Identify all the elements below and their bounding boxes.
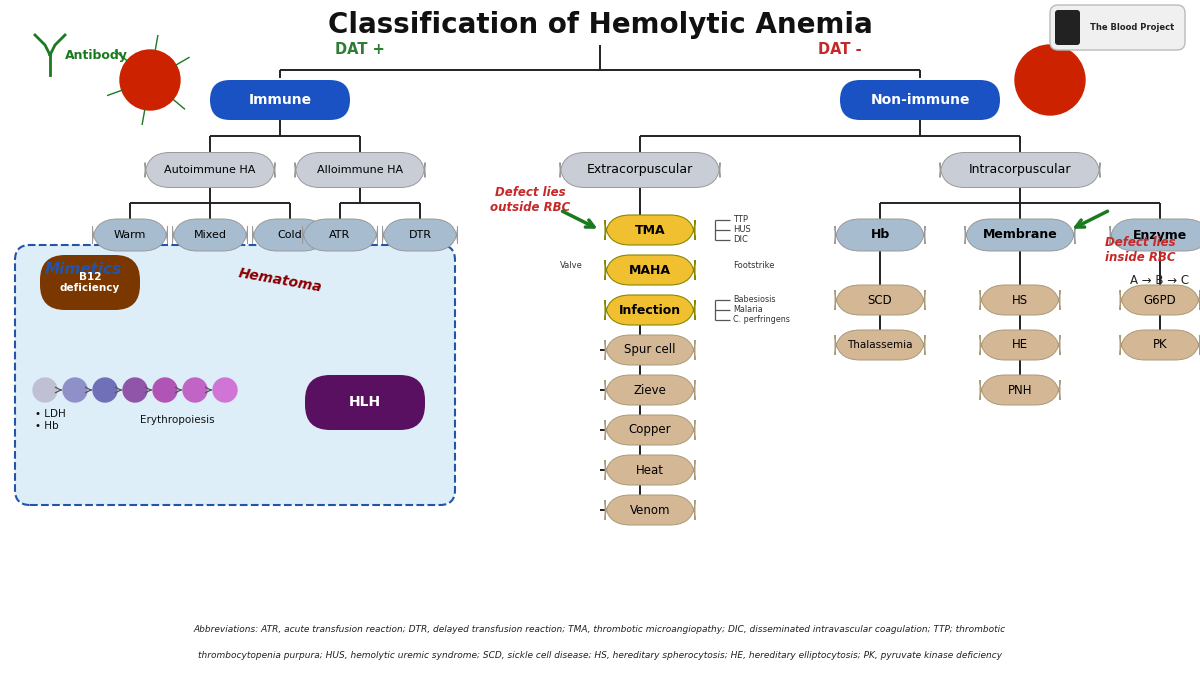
Text: Autoimmune HA: Autoimmune HA <box>164 165 256 175</box>
FancyBboxPatch shape <box>92 219 168 251</box>
FancyBboxPatch shape <box>1120 285 1200 315</box>
Text: Thalassemia: Thalassemia <box>847 340 913 350</box>
Circle shape <box>120 50 180 110</box>
Text: Zieve: Zieve <box>634 383 666 396</box>
Text: TTP: TTP <box>733 215 748 225</box>
FancyBboxPatch shape <box>605 255 695 285</box>
Circle shape <box>214 378 238 402</box>
FancyBboxPatch shape <box>173 219 247 251</box>
Text: Hematoma: Hematoma <box>236 266 323 294</box>
Text: Footstrike: Footstrike <box>733 261 774 269</box>
FancyBboxPatch shape <box>560 153 720 188</box>
FancyBboxPatch shape <box>980 375 1060 405</box>
Text: DTR: DTR <box>408 230 432 240</box>
Text: Malaria: Malaria <box>733 306 763 315</box>
FancyBboxPatch shape <box>835 219 925 251</box>
Text: Non-immune: Non-immune <box>870 93 970 107</box>
Text: PNH: PNH <box>1008 383 1032 396</box>
Text: MAHA: MAHA <box>629 263 671 277</box>
Text: Warm: Warm <box>114 230 146 240</box>
Text: Valve: Valve <box>560 261 583 269</box>
FancyBboxPatch shape <box>980 330 1060 360</box>
FancyBboxPatch shape <box>965 219 1075 251</box>
FancyBboxPatch shape <box>605 375 695 405</box>
FancyBboxPatch shape <box>835 330 925 360</box>
Text: Enzyme: Enzyme <box>1133 229 1187 242</box>
FancyBboxPatch shape <box>210 80 350 120</box>
FancyBboxPatch shape <box>605 295 695 325</box>
Circle shape <box>124 378 148 402</box>
FancyBboxPatch shape <box>1050 5 1186 50</box>
Text: Alloimmune HA: Alloimmune HA <box>317 165 403 175</box>
Text: Classification of Hemolytic Anemia: Classification of Hemolytic Anemia <box>328 11 872 39</box>
FancyBboxPatch shape <box>840 80 1000 120</box>
FancyBboxPatch shape <box>145 153 275 188</box>
FancyBboxPatch shape <box>295 153 425 188</box>
Text: Mixed: Mixed <box>193 230 227 240</box>
FancyBboxPatch shape <box>835 285 925 315</box>
Text: Extracorpuscular: Extracorpuscular <box>587 163 694 176</box>
Text: SCD: SCD <box>868 294 893 306</box>
Text: ATR: ATR <box>329 230 350 240</box>
Text: Defect lies
inside RBC: Defect lies inside RBC <box>1105 236 1175 264</box>
FancyBboxPatch shape <box>302 219 378 251</box>
Text: DAT +: DAT + <box>335 43 385 57</box>
FancyBboxPatch shape <box>40 255 140 310</box>
Text: Babesiosis: Babesiosis <box>733 296 775 304</box>
Text: C. perfringens: C. perfringens <box>733 315 790 325</box>
FancyBboxPatch shape <box>383 219 457 251</box>
Text: Abbreviations: ATR, acute transfusion reaction; DTR, delayed transfusion reactio: Abbreviations: ATR, acute transfusion re… <box>194 626 1006 634</box>
Text: A → B → C: A → B → C <box>1130 273 1189 286</box>
FancyBboxPatch shape <box>1110 219 1200 251</box>
Text: Infection: Infection <box>619 304 682 317</box>
Text: TMA: TMA <box>635 223 665 236</box>
Text: DAT -: DAT - <box>818 43 862 57</box>
FancyBboxPatch shape <box>605 215 695 245</box>
FancyBboxPatch shape <box>940 153 1100 188</box>
Text: Membrane: Membrane <box>983 229 1057 242</box>
Text: HE: HE <box>1012 338 1028 352</box>
Text: Copper: Copper <box>629 423 671 437</box>
Text: G6PD: G6PD <box>1144 294 1176 306</box>
Circle shape <box>94 378 118 402</box>
FancyBboxPatch shape <box>605 415 695 445</box>
Text: Cold: Cold <box>277 230 302 240</box>
Text: HUS: HUS <box>733 225 751 234</box>
Text: Antibody: Antibody <box>65 49 128 61</box>
Text: • LDH
• Hb: • LDH • Hb <box>35 409 66 431</box>
Text: The Blood Project: The Blood Project <box>1090 23 1175 32</box>
FancyBboxPatch shape <box>1120 330 1200 360</box>
Text: PK: PK <box>1153 338 1168 352</box>
FancyBboxPatch shape <box>252 219 328 251</box>
FancyBboxPatch shape <box>605 335 695 365</box>
Text: Spur cell: Spur cell <box>624 344 676 356</box>
Text: Defect lies
outside RBC: Defect lies outside RBC <box>490 186 570 214</box>
Text: Venom: Venom <box>630 504 671 516</box>
FancyBboxPatch shape <box>605 495 695 525</box>
Text: Heat: Heat <box>636 464 664 477</box>
Circle shape <box>34 378 58 402</box>
FancyBboxPatch shape <box>305 375 425 430</box>
Text: thrombocytopenia purpura; HUS, hemolytic uremic syndrome; SCD, sickle cell disea: thrombocytopenia purpura; HUS, hemolytic… <box>198 651 1002 659</box>
Text: Mimetics: Mimetics <box>46 263 122 277</box>
Text: B12
deficiency: B12 deficiency <box>60 272 120 294</box>
Circle shape <box>182 378 208 402</box>
Circle shape <box>64 378 88 402</box>
Circle shape <box>1015 45 1085 115</box>
Text: DIC: DIC <box>733 236 748 244</box>
Circle shape <box>154 378 178 402</box>
Text: HLH: HLH <box>349 396 382 410</box>
Text: Erythropoiesis: Erythropoiesis <box>140 415 215 425</box>
Text: Intracorpuscular: Intracorpuscular <box>968 163 1072 176</box>
Text: Hb: Hb <box>870 229 889 242</box>
FancyBboxPatch shape <box>14 245 455 505</box>
Text: Immune: Immune <box>248 93 312 107</box>
FancyBboxPatch shape <box>980 285 1060 315</box>
Text: HS: HS <box>1012 294 1028 306</box>
FancyBboxPatch shape <box>605 455 695 485</box>
FancyBboxPatch shape <box>1055 10 1080 45</box>
